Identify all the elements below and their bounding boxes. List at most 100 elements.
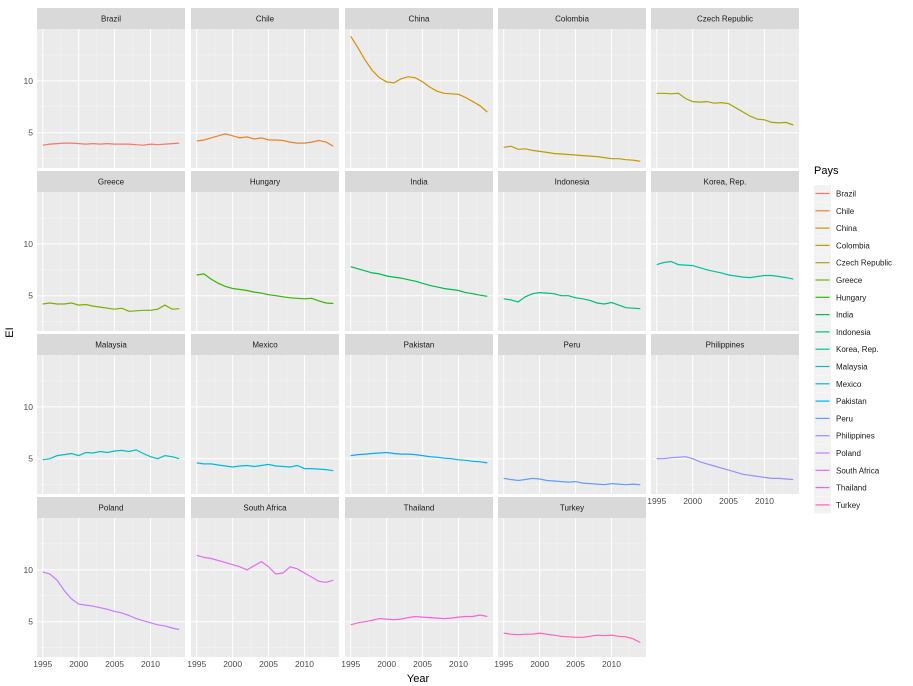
panel-background	[498, 355, 646, 494]
panel-background	[651, 29, 799, 168]
x-tick-label: 2000	[530, 659, 549, 669]
legend-item-turkey: Turkey	[814, 496, 860, 514]
y-tick-label: 5	[28, 617, 33, 627]
panel-chile: Chile	[191, 8, 339, 168]
x-tick-label: 2010	[755, 496, 774, 506]
panel-malaysia: Malaysia	[37, 334, 185, 494]
panel-background	[345, 355, 493, 494]
legend-label: Peru	[836, 414, 853, 423]
legend: Pays Brazil Chile China Colombia Czech Repub…	[814, 165, 892, 514]
x-tick-label: 2000	[377, 659, 396, 669]
strip-label-china: China	[409, 15, 430, 24]
legend-item-thailand: Thailand	[814, 479, 867, 497]
panel-colombia: Colombia	[498, 8, 646, 168]
y-tick-label: 5	[28, 128, 33, 138]
panel-background	[498, 192, 646, 331]
strip-label-brazil: Brazil	[101, 15, 121, 24]
strip-india	[345, 171, 493, 192]
legend-label: Korea, Rep.	[836, 345, 879, 354]
legend-item-colombia: Colombia	[814, 236, 870, 254]
x-tick-label: 2000	[69, 659, 88, 669]
x-tick-label: 1995	[341, 659, 360, 669]
series-line-indonesia	[503, 291, 641, 310]
strip-label-chile: Chile	[256, 15, 275, 24]
strip-indonesia	[498, 171, 646, 192]
y-tick-label: 5	[28, 454, 33, 464]
series-line-south-africa	[196, 554, 334, 583]
panel-brazil: Brazil	[37, 8, 185, 168]
series-line-malaysia	[42, 449, 180, 461]
x-axis-title: Year	[407, 673, 430, 685]
panel-korea-rep: Korea, Rep.	[651, 171, 799, 331]
panel-philippines: Philippines	[651, 334, 799, 494]
legend-item-chile: Chile	[814, 202, 855, 220]
axes: 5 10 5 10 5 10 1995 2000 2005 2010 5 10 1995 2000 2005…	[24, 76, 775, 669]
panel-background	[191, 29, 339, 168]
panel-indonesia: Indonesia	[498, 171, 646, 331]
panel-china: China	[345, 8, 493, 168]
series-line-korea-rep	[656, 260, 794, 280]
x-tick-label: 2005	[259, 659, 278, 669]
legend-item-korea-rep: Korea, Rep.	[814, 340, 879, 358]
panel-background	[37, 192, 185, 331]
strip-chile	[191, 8, 339, 29]
legend-item-malaysia: Malaysia	[814, 358, 868, 375]
x-tick-label: 2010	[295, 659, 314, 669]
panel-background	[345, 29, 493, 168]
strip-thailand	[345, 497, 493, 518]
legend-title: Pays	[814, 165, 839, 177]
y-tick-label: 10	[24, 565, 34, 575]
y-axis-title: EI	[4, 327, 16, 337]
strip-label-pakistan: Pakistan	[404, 341, 435, 350]
x-tick-label: 2005	[105, 659, 124, 669]
strip-label-czech-republic: Czech Republic	[697, 15, 753, 24]
legend-item-south-africa: South Africa	[814, 461, 880, 479]
legend-label: Colombia	[836, 241, 870, 250]
strip-label-colombia: Colombia	[555, 15, 589, 24]
legend-item-hungary: Hungary	[814, 288, 866, 306]
y-tick-label: 10	[24, 402, 34, 412]
series-line-thailand	[350, 614, 488, 626]
legend-label: India	[836, 311, 854, 320]
legend-item-poland: Poland	[814, 444, 861, 462]
series-line-peru	[503, 477, 641, 486]
series-line-india	[350, 266, 488, 297]
panel-background	[37, 29, 185, 168]
panel-background	[37, 518, 185, 657]
strip-label-india: India	[410, 178, 428, 187]
legend-item-india: India	[814, 306, 854, 324]
x-tick-label: 2010	[449, 659, 468, 669]
legend-items: Brazil Chile China Colombia Czech Republic Gr…	[814, 185, 892, 514]
panel-background	[651, 355, 799, 494]
series-line-chile	[196, 133, 334, 147]
strip-pakistan	[345, 334, 493, 355]
facet-panels: Brazil Chile China Colombia Czech Republic Gr…	[37, 8, 799, 657]
strip-malaysia	[37, 334, 185, 355]
panel-peru: Peru	[498, 334, 646, 494]
panel-thailand: Thailand	[345, 497, 493, 657]
legend-item-czech-republic: Czech Republic	[814, 254, 892, 272]
panel-poland: Poland	[37, 497, 185, 657]
series-line-colombia	[503, 145, 641, 162]
x-tick-label: 1995	[647, 496, 666, 506]
strip-poland	[37, 497, 185, 518]
panel-background	[191, 355, 339, 494]
strip-philippines	[651, 334, 799, 355]
legend-label: Hungary	[836, 293, 866, 302]
strip-brazil	[37, 8, 185, 29]
series-line-philippines	[656, 456, 794, 481]
legend-item-china: China	[814, 219, 857, 237]
x-tick-label: 2000	[223, 659, 242, 669]
series-line-greece	[42, 302, 180, 312]
strip-label-hungary: Hungary	[250, 178, 280, 187]
legend-label: South Africa	[836, 466, 880, 475]
strip-colombia	[498, 8, 646, 29]
legend-label: Thailand	[836, 484, 867, 493]
x-tick-label: 2010	[141, 659, 160, 669]
strip-label-thailand: Thailand	[404, 504, 435, 513]
panel-turkey: Turkey	[498, 497, 646, 657]
strip-label-south-africa: South Africa	[243, 504, 287, 513]
strip-turkey	[498, 497, 646, 518]
series-line-china	[350, 35, 488, 113]
